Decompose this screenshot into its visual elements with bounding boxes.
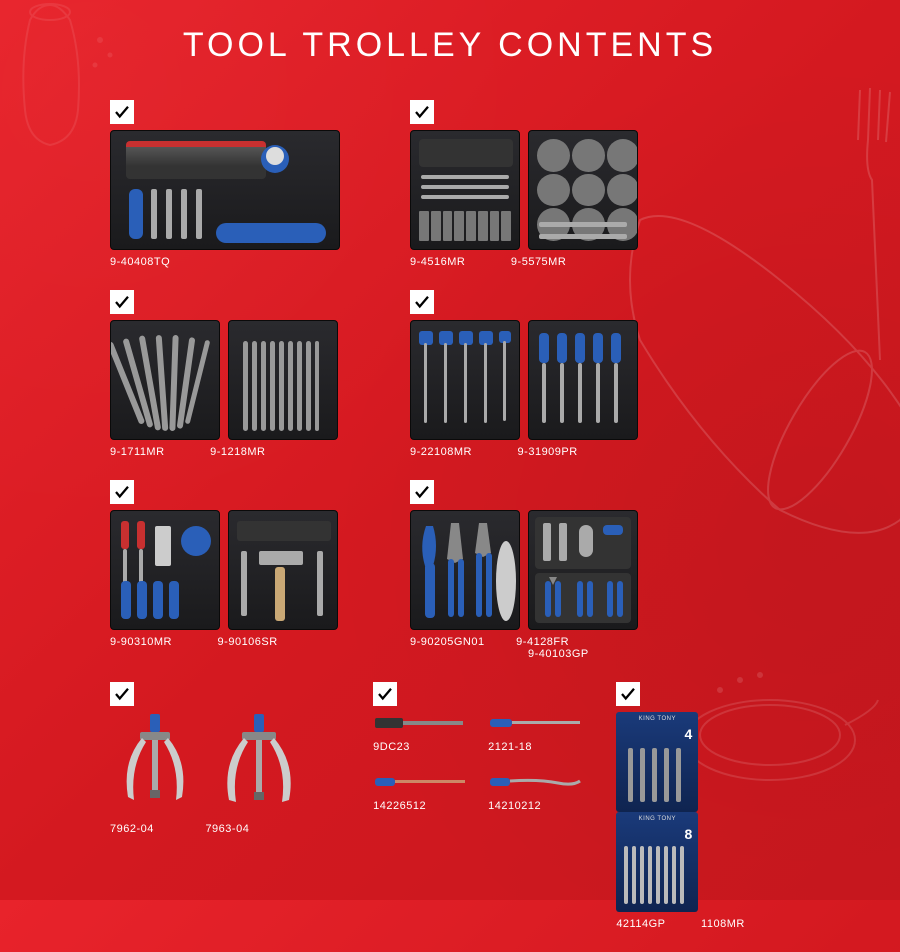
sku-label: 9-90205GN01 bbox=[410, 636, 485, 648]
tray-image bbox=[110, 130, 340, 250]
item-label: 42114GP 1108MR bbox=[616, 918, 790, 930]
checkbox bbox=[410, 100, 434, 124]
item-label: 9-90205GN01 9-4128FR 9-40103GP bbox=[410, 636, 690, 660]
checkbox bbox=[110, 290, 134, 314]
tray-image bbox=[410, 320, 520, 440]
puller-image bbox=[214, 712, 304, 812]
sku-label: 14210212 bbox=[488, 800, 541, 812]
tray-image bbox=[228, 320, 338, 440]
sku-label: 2121-18 bbox=[488, 741, 532, 753]
puller-pair bbox=[110, 712, 353, 817]
sku-label: 14226512 bbox=[373, 800, 426, 812]
item-label: 9-40408TQ bbox=[110, 256, 390, 268]
sku-label: 9-22108MR bbox=[410, 446, 472, 458]
grid-row: 9-90310MR 9-90106SR bbox=[110, 480, 790, 660]
card-image: KING TONY 8 bbox=[616, 812, 698, 912]
tray-image bbox=[528, 320, 638, 440]
checkbox bbox=[616, 682, 640, 706]
sku-label: 9DC23 bbox=[373, 741, 410, 753]
checkbox bbox=[410, 480, 434, 504]
tray-image bbox=[410, 130, 520, 250]
tray-image bbox=[410, 510, 520, 630]
sku-label: 9-4516MR bbox=[410, 256, 465, 268]
grid-row: 7962-04 7963-04 9DC23 2121-18 bbox=[110, 682, 790, 930]
sku-label: 42114GP bbox=[616, 918, 665, 930]
item-label: 9-22108MR 9-31909PR bbox=[410, 446, 690, 458]
item-label: 9-4516MR 9-5575MR bbox=[410, 256, 690, 268]
item-label: 9-90310MR 9-90106SR bbox=[110, 636, 390, 648]
item-hacksaw-set: 9-40408TQ bbox=[110, 100, 390, 268]
grid-row: 9-40408TQ bbox=[110, 100, 790, 268]
tray-pair bbox=[410, 320, 690, 440]
tray-image bbox=[528, 510, 638, 630]
checkbox bbox=[110, 682, 134, 706]
tray-pair bbox=[110, 320, 390, 440]
item-pullers: 7962-04 7963-04 bbox=[110, 682, 353, 930]
sku-label: 9-1711MR bbox=[110, 446, 165, 458]
checkbox bbox=[110, 480, 134, 504]
item-screwdriver-hammer: 9-90310MR 9-90106SR bbox=[110, 480, 390, 660]
sku-label: 7963-04 bbox=[205, 823, 249, 835]
tray-pair bbox=[410, 130, 690, 250]
card-image: KING TONY 4 bbox=[616, 712, 698, 812]
item-label: 9-1711MR 9-1218MR bbox=[110, 446, 390, 458]
item-pliers-set: 9-90205GN01 9-4128FR 9-40103GP bbox=[410, 480, 690, 660]
tray-image bbox=[110, 320, 220, 440]
contents-grid: 9-40408TQ bbox=[110, 100, 790, 952]
item-hexkey-set: 9-22108MR 9-31909PR bbox=[410, 290, 690, 458]
sku-label: 9-40408TQ bbox=[110, 256, 170, 268]
checkbox bbox=[110, 100, 134, 124]
grid-row: 9-1711MR 9-1218MR bbox=[110, 290, 790, 458]
sku-label: 9-40103GP bbox=[528, 648, 690, 660]
item-socket-set: 9-4516MR 9-5575MR bbox=[410, 100, 690, 268]
tray-pair bbox=[410, 510, 690, 630]
item-pickup-tools: 9DC23 2121-18 14226512 14210212 bbox=[373, 682, 616, 930]
tray-image bbox=[110, 510, 220, 630]
sku-label: 9-31909PR bbox=[518, 446, 578, 458]
checkbox bbox=[373, 682, 397, 706]
sku-label: 9-90310MR bbox=[110, 636, 172, 648]
card-pair: KING TONY 4 KING TONY 8 bbox=[616, 712, 790, 912]
sku-label: 9-1218MR bbox=[210, 446, 265, 458]
page-title: TOOL TROLLEY CONTENTS bbox=[0, 0, 900, 65]
tray-image bbox=[228, 510, 338, 630]
tray-image bbox=[528, 130, 638, 250]
tray-pair bbox=[110, 510, 390, 630]
item-wrench-cards: KING TONY 4 KING TONY 8 bbox=[616, 682, 790, 930]
small-tools-grid: 9DC23 2121-18 14226512 14210212 bbox=[373, 712, 603, 812]
puller-image bbox=[110, 712, 200, 812]
sku-label: 1108MR bbox=[701, 918, 745, 930]
sku-label: 9-5575MR bbox=[511, 256, 566, 268]
sku-label: 9-4128FR bbox=[516, 636, 569, 648]
sku-label: 9-90106SR bbox=[218, 636, 278, 648]
sku-label: 7962-04 bbox=[110, 823, 154, 835]
item-label: 7962-04 7963-04 bbox=[110, 823, 353, 835]
checkbox bbox=[410, 290, 434, 314]
item-wrench-set: 9-1711MR 9-1218MR bbox=[110, 290, 390, 458]
